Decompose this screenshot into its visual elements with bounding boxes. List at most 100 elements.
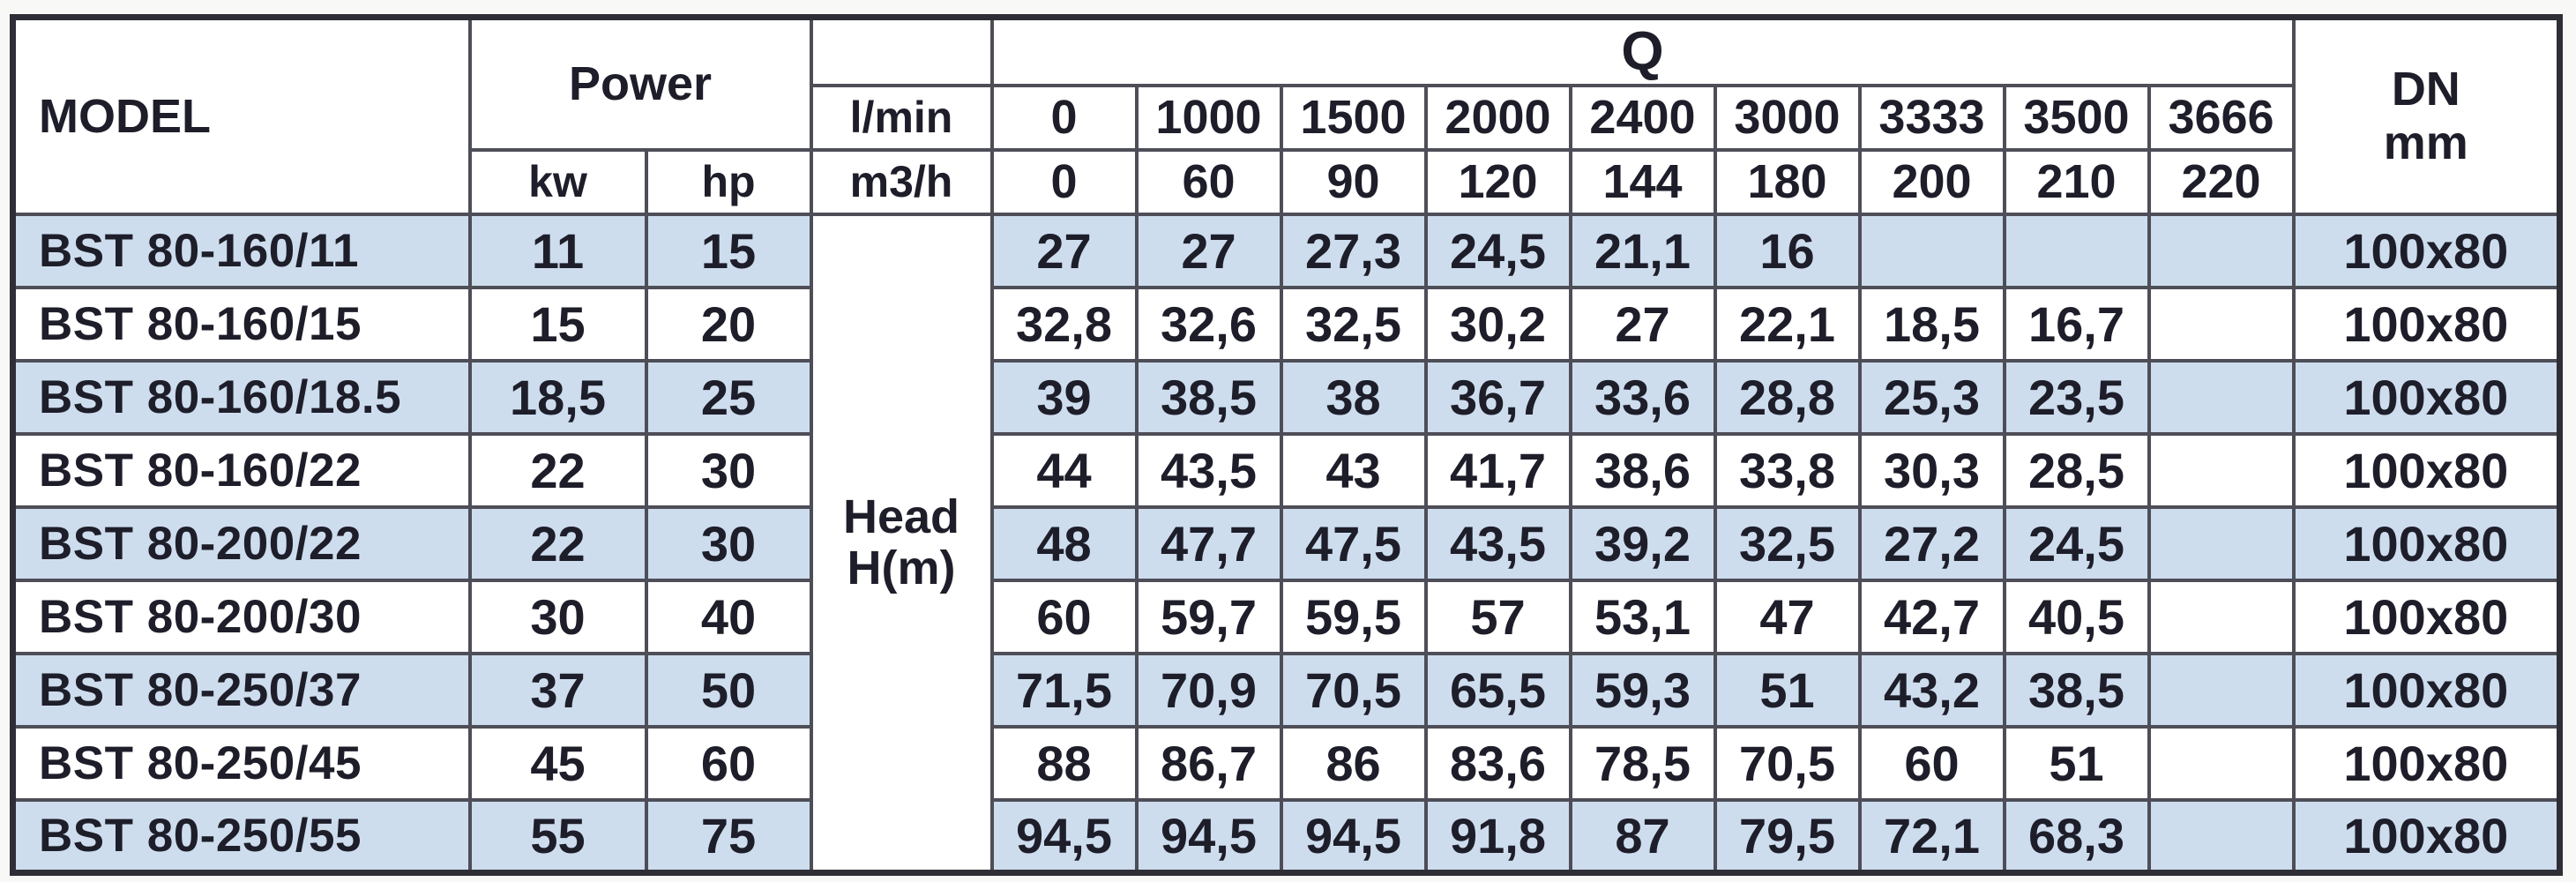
q-lmin-value-header: 3666 [2147,83,2296,152]
head-value-cell: 24,5 [1423,212,1572,289]
q-m3h-value-header: 210 [2002,147,2151,216]
power-hp-cell: 30 [644,505,813,582]
head-value-cell [2147,358,2296,436]
head-value-cell [2147,285,2296,363]
head-value-cell: 59,7 [1134,578,1283,655]
power-hp-cell: 60 [644,724,813,802]
dn-header-line2: mm [2383,116,2468,169]
table-row: BST 80-160/11 11 15 Head H(m) 27 27 27,3 24,5 21,… [11,212,2562,875]
head-value-cell: 43,2 [1857,651,2006,729]
head-value-cell: 30,2 [1423,285,1572,363]
head-value-cell: 39 [989,358,1139,436]
dn-cell: 100x80 [2291,358,2562,436]
unit-corner-cell [809,15,994,87]
head-value-cell: 57 [1423,578,1572,655]
q-m3h-value-header: 180 [1713,147,1862,216]
head-value-cell: 86 [1279,724,1428,802]
pump-spec-table: MODEL Power Q DN mm l/min 0 1000 1500 20… [10,14,2564,876]
dn-cell: 100x80 [2291,212,2562,289]
power-hp-cell: 40 [644,578,813,655]
table-row: BST 80-160/18.5 18,5 25 39 38,5 38 36,7 33,6 28,… [11,358,2562,436]
kw-unit-header: kw [467,147,648,216]
dn-column-header: DN mm [2291,15,2562,216]
head-value-cell: 51 [2002,724,2151,802]
head-value-cell: 87 [1568,797,1717,875]
m3h-unit-header: m3/h [809,147,994,216]
head-value-cell [1857,212,2006,289]
head-value-cell: 86,7 [1134,724,1283,802]
head-value-cell: 36,7 [1423,358,1572,436]
head-value-cell: 30,3 [1857,431,2006,509]
power-kw-cell: 45 [467,724,648,802]
model-cell: BST 80-200/22 [11,505,472,582]
model-column-header: MODEL [11,15,472,216]
head-value-cell: 47 [1713,578,1862,655]
head-unit-line: H(m) [847,542,956,595]
head-value-cell: 44 [989,431,1139,509]
head-value-cell: 18,5 [1857,285,2006,363]
model-cell: BST 80-160/11 [11,212,472,289]
power-kw-cell: 30 [467,578,648,655]
head-value-cell: 60 [1857,724,2006,802]
q-m3h-value-header: 220 [2147,147,2296,216]
q-m3h-value-header: 60 [1134,147,1283,216]
head-value-cell: 24,5 [2002,505,2151,582]
head-value-cell: 43,5 [1423,505,1572,582]
power-kw-cell: 15 [467,285,648,363]
head-value-cell: 23,5 [2002,358,2151,436]
head-value-cell: 21,1 [1568,212,1717,289]
q-lmin-value-header: 2400 [1568,83,1717,152]
head-value-cell: 43 [1279,431,1428,509]
q-lmin-value-header: 3000 [1713,83,1862,152]
dn-cell: 100x80 [2291,505,2562,582]
dn-header-line1: DN [2391,63,2460,116]
head-value-cell: 70,9 [1134,651,1283,729]
head-value-cell: 33,6 [1568,358,1717,436]
head-value-cell: 27 [989,212,1139,289]
head-value-cell: 60 [989,578,1139,655]
head-value-cell: 25,3 [1857,358,2006,436]
dn-cell: 100x80 [2291,651,2562,729]
head-value-cell: 47,7 [1134,505,1283,582]
head-value-cell: 71,5 [989,651,1139,729]
head-value-cell: 33,8 [1713,431,1862,509]
dn-cell: 100x80 [2291,724,2562,802]
q-lmin-value-header: 3500 [2002,83,2151,152]
power-hp-cell: 75 [644,797,813,875]
q-lmin-value-header: 1000 [1134,83,1283,152]
dn-cell: 100x80 [2291,578,2562,655]
head-value-cell: 59,3 [1568,651,1717,729]
head-value-cell: 78,5 [1568,724,1717,802]
head-value-cell: 53,1 [1568,578,1717,655]
power-kw-cell: 22 [467,505,648,582]
head-value-cell: 38,5 [2002,651,2151,729]
head-value-cell [2147,212,2296,289]
head-value-cell: 38 [1279,358,1428,436]
power-kw-cell: 11 [467,212,648,289]
head-value-cell: 70,5 [1713,724,1862,802]
q-lmin-value-header: 2000 [1423,83,1572,152]
head-unit-cell: Head H(m) [809,212,994,875]
head-value-cell: 51 [1713,651,1862,729]
head-value-cell: 28,5 [2002,431,2151,509]
head-value-cell: 72,1 [1857,797,2006,875]
head-value-cell: 48 [989,505,1139,582]
q-lmin-value-header: 1500 [1279,83,1428,152]
model-cell: BST 80-160/22 [11,431,472,509]
table-row: BST 80-200/22 22 30 48 47,7 47,5 43,5 39,2 32,5 2… [11,505,2562,582]
table-row: BST 80-250/37 37 50 71,5 70,9 70,5 65,5 59,3 51 4… [11,651,2562,729]
table-header: MODEL Power Q DN mm l/min 0 1000 1500 20… [11,15,2562,216]
head-unit-line: Head [842,490,960,543]
table-row: BST 80-200/30 30 40 60 59,7 59,5 57 53,1 47 42,7 4… [11,578,2562,655]
power-hp-cell: 15 [644,212,813,289]
head-value-cell: 65,5 [1423,651,1572,729]
head-value-cell: 79,5 [1713,797,1862,875]
model-cell: BST 80-200/30 [11,578,472,655]
head-value-cell [2147,797,2296,875]
dn-cell: 100x80 [2291,797,2562,875]
power-hp-cell: 30 [644,431,813,509]
q-lmin-value-header: 0 [989,83,1139,152]
head-value-cell: 94,5 [1134,797,1283,875]
q-m3h-value-header: 0 [989,147,1139,216]
head-value-cell [2147,578,2296,655]
